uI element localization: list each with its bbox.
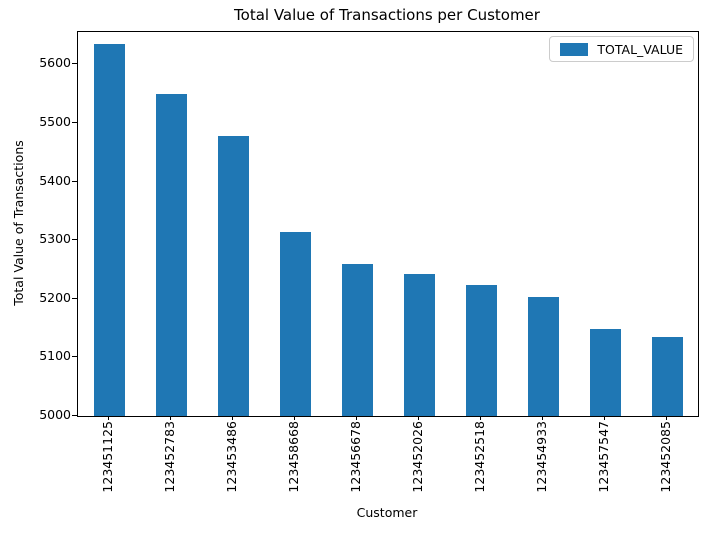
bars-container (78, 32, 698, 416)
y-tick-label: 5400 (39, 172, 71, 188)
y-tick-label: 5200 (39, 289, 71, 305)
x-tick-mark (418, 416, 419, 420)
x-tick-mark (294, 416, 295, 420)
y-tick-mark (72, 121, 77, 123)
y-tick-label: 5600 (39, 55, 71, 71)
bar-123453486 (217, 136, 249, 416)
x-tick-label: 123456678 (348, 421, 363, 493)
bar-123452085 (651, 337, 683, 416)
legend-label: TOTAL_VALUE (597, 41, 683, 57)
y-tick-mark (72, 415, 77, 416)
bar-123452026 (403, 274, 435, 416)
bar-123451125 (93, 43, 125, 416)
x-tick-mark (604, 416, 605, 420)
bar-123452783 (155, 94, 187, 416)
x-tick-mark (170, 416, 171, 420)
x-tick-label: 123454933 (534, 421, 549, 493)
y-tick-mark (72, 356, 77, 358)
y-tick-label: 5300 (39, 231, 71, 247)
bar-123456678 (341, 263, 373, 416)
x-tick-mark (232, 416, 233, 420)
plot-area: TOTAL_VALUE (77, 31, 699, 417)
x-tick-label: 123452518 (472, 421, 487, 493)
y-tick-mark (72, 239, 77, 241)
y-tick-label: 5500 (39, 113, 71, 129)
y-tick-mark (72, 63, 77, 65)
bar-123452518 (465, 285, 497, 416)
legend-swatch-icon (560, 42, 589, 56)
x-tick-label: 123451125 (100, 421, 115, 493)
x-tick-mark (356, 416, 357, 420)
x-tick-label: 123452783 (162, 421, 177, 493)
x-tick-label: 123452085 (658, 421, 673, 493)
y-axis-label: Total Value of Transactions (11, 140, 26, 306)
x-tick-label: 123458668 (286, 421, 301, 493)
x-tick-mark (666, 416, 667, 420)
x-tick-mark (480, 416, 481, 420)
x-tick-mark (108, 416, 109, 420)
y-tick-label: 5100 (39, 348, 71, 364)
x-tick-mark (542, 416, 543, 420)
bar-123457547 (589, 328, 621, 416)
chart-title: Total Value of Transactions per Customer (234, 6, 540, 24)
x-tick-label: 123452026 (410, 421, 425, 493)
y-tick-mark (72, 297, 77, 299)
x-axis-label: Customer (356, 505, 418, 520)
x-tick-label: 123457547 (596, 421, 611, 493)
bar-123458668 (279, 231, 311, 416)
y-tick-label: 5000 (39, 407, 71, 422)
bar-123454933 (527, 297, 559, 416)
y-tick-mark (72, 180, 77, 182)
legend: TOTAL_VALUE (549, 36, 694, 62)
x-tick-label: 123453486 (224, 421, 239, 493)
